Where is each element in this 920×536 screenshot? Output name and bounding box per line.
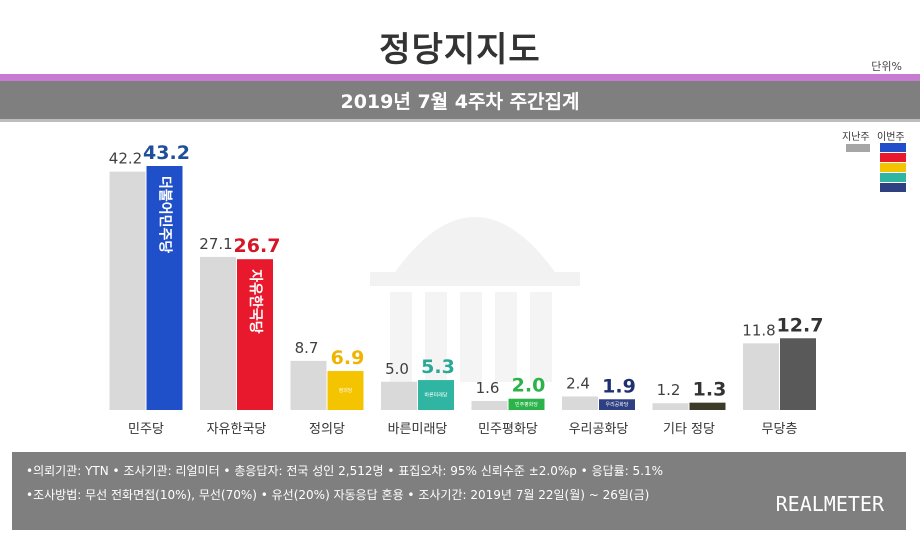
value-label-prev: 8.7 <box>295 339 319 357</box>
background-pillar <box>530 292 552 382</box>
bar-party-mark: 우리공화당 <box>605 401 628 408</box>
background-dome <box>395 217 555 272</box>
survey-info-box: •의뢰기관: YTN • 조사기관: 리얼미터 • 총응답자: 전국 성인 2,… <box>12 452 906 530</box>
category-label: 무당층 <box>762 422 798 437</box>
bar-prev-week <box>471 400 508 410</box>
category-label: 민주평화당 <box>478 422 538 437</box>
bar-this-week <box>599 399 635 410</box>
background-pillar <box>425 292 447 382</box>
legend-prev-swatch <box>846 144 870 152</box>
bar-this-week <box>237 259 273 410</box>
legend-cur-swatch <box>880 163 906 172</box>
value-label-this-week: 1.9 <box>602 375 636 397</box>
legend-prev-label: 지난주 <box>842 132 870 143</box>
category-label: 우리공화당 <box>569 422 629 437</box>
band-underline <box>0 119 920 122</box>
bar-this-week <box>508 398 545 410</box>
legend-cur-swatch <box>880 153 906 162</box>
unit-label: 단위% <box>871 60 902 73</box>
value-label-prev: 5.0 <box>385 360 409 378</box>
value-label-this-week: 12.7 <box>777 314 824 336</box>
category-label: 자유한국당 <box>207 422 267 437</box>
category-label: 바른미래당 <box>388 422 448 437</box>
value-label-this-week: 1.3 <box>693 379 727 401</box>
value-label-prev: 11.8 <box>742 321 775 339</box>
value-label-prev: 1.6 <box>476 379 500 397</box>
bar-party-mark: 자유한국당 <box>247 269 264 334</box>
survey-info-line-2: •조사방법: 무선 전화면접(10%), 무선(70%) • 유선(20%) 자… <box>26 488 650 502</box>
bar-prev-week <box>109 171 146 410</box>
value-label-prev: 2.4 <box>566 374 590 392</box>
background-roof <box>370 272 580 286</box>
bar-this-week <box>780 338 816 410</box>
survey-info-line-1: •의뢰기관: YTN • 조사기관: 리얼미터 • 총응답자: 전국 성인 2,… <box>26 464 664 478</box>
chart-subtitle: 2019년 7월 4주차 주간집계 <box>340 90 580 113</box>
value-label-prev: 1.2 <box>657 381 681 399</box>
legend-cur-swatch <box>880 173 906 182</box>
value-label-this-week: 6.9 <box>331 347 365 369</box>
value-label-prev: 27.1 <box>199 235 232 253</box>
value-label-this-week: 26.7 <box>234 235 281 257</box>
bar-this-week <box>418 380 454 410</box>
value-label-prev: 42.2 <box>109 150 142 168</box>
bar-party-mark: 바른미래당 <box>424 392 447 399</box>
bar-this-week <box>689 402 726 410</box>
chart-title: 정당지지도 <box>379 30 541 70</box>
legend-cur-swatch <box>880 143 906 152</box>
bar-prev-week <box>562 396 598 410</box>
bar-prev-week <box>381 381 417 410</box>
bar-party-mark: 더불어민주당 <box>157 176 174 253</box>
background-pillar <box>495 292 517 382</box>
bar-party-mark: 민주평화당 <box>515 401 538 408</box>
legend-cur-swatch <box>880 183 906 192</box>
accent-divider <box>0 74 920 81</box>
realmeter-logo: REALMETER <box>775 492 884 516</box>
bar-this-week <box>146 166 183 410</box>
legend-cur-label: 이번주 <box>877 132 905 143</box>
value-label-this-week: 43.2 <box>143 142 190 164</box>
bar-party-mark: 정의당 <box>339 387 353 394</box>
category-label: 기타 정당 <box>663 422 715 437</box>
value-label-this-week: 5.3 <box>421 356 455 378</box>
category-label: 정의당 <box>309 422 345 437</box>
bar-prev-week <box>652 403 689 410</box>
value-label-this-week: 2.0 <box>512 375 546 397</box>
bar-prev-week <box>743 343 779 410</box>
background-pillar <box>390 292 412 382</box>
background-pillar <box>460 292 482 382</box>
bar-this-week <box>327 371 364 410</box>
category-label: 민주당 <box>128 422 164 437</box>
bar-prev-week <box>290 360 327 410</box>
bar-prev-week <box>200 256 236 410</box>
subtitle-band: 2019년 7월 4주차 주간집계 <box>0 81 920 119</box>
legend-cur-swatches <box>880 143 906 193</box>
